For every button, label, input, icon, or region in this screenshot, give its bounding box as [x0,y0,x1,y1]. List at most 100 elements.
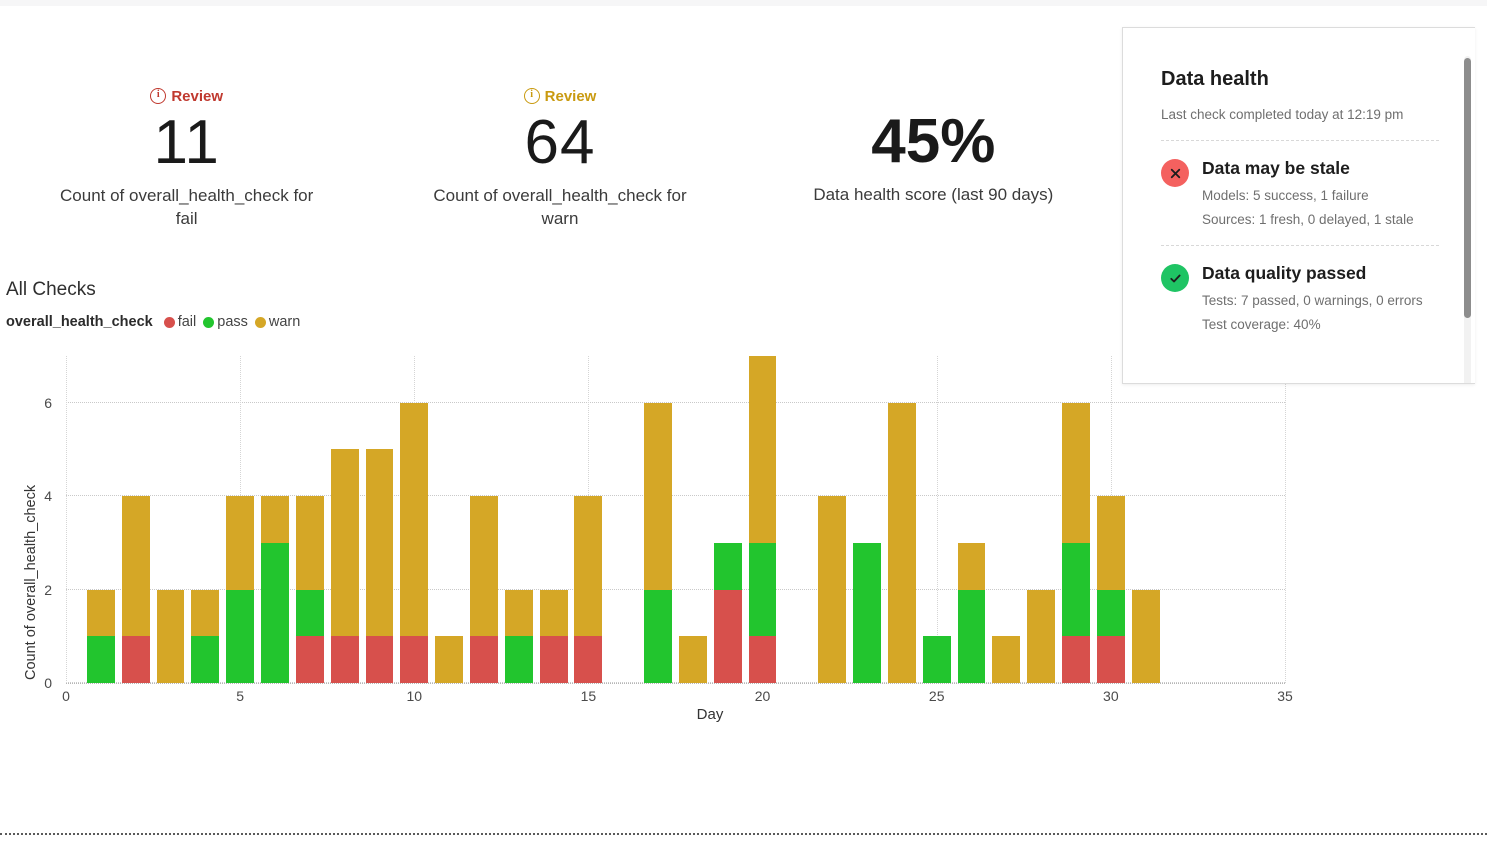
chart-bar[interactable] [86,589,115,683]
bottom-divider [0,833,1487,835]
chart-bar-segment-warn[interactable] [86,589,115,637]
chart-bar[interactable] [644,402,672,683]
chart-bar[interactable] [261,496,289,683]
chart-bar-segment-warn[interactable] [191,589,220,637]
chart-bar-segment-warn[interactable] [1096,496,1125,590]
chart-bar[interactable] [818,496,847,683]
chart-bar-segment-warn[interactable] [887,402,916,683]
chart-bar[interactable] [574,496,603,683]
chart-bar[interactable] [922,636,951,683]
chart-bar-segment-pass[interactable] [957,589,986,683]
chart-bar[interactable] [1027,589,1056,683]
chart-bar-segment-warn[interactable] [957,542,986,590]
chart-bar[interactable] [713,542,742,683]
chart-bar[interactable] [1062,402,1090,683]
chart-bar-segment-fail[interactable] [295,636,324,683]
chart-bar[interactable] [365,449,394,683]
kpi-card-fail[interactable]: i Review 11 Count of overall_health_chec… [0,88,373,263]
kpi-value-fail: 11 [153,108,220,177]
chart-bar-segment-pass[interactable] [86,636,115,683]
chart-bar-segment-pass[interactable] [853,542,881,683]
chart-bar[interactable] [1131,589,1160,683]
legend-item-pass[interactable]: pass [203,314,248,330]
chart-bar-segment-warn[interactable] [261,496,289,543]
chart-bar-segment-pass[interactable] [1096,589,1125,637]
chart-bar-segment-warn[interactable] [678,636,707,683]
chart-bar[interactable] [853,542,881,683]
health-item-line: Models: 5 success, 1 failure [1202,188,1369,203]
chart-bar-segment-warn[interactable] [330,449,359,637]
chart-bar-segment-fail[interactable] [748,636,777,683]
chart-bar[interactable] [330,449,359,683]
chart-bar[interactable] [156,589,185,683]
chart-bar-segment-warn[interactable] [156,589,185,683]
chart-bar[interactable] [470,496,498,683]
chart-bar-segment-warn[interactable] [539,589,568,637]
chart-bar-segment-fail[interactable] [400,636,429,683]
chart-bar-segment-warn[interactable] [1027,589,1056,683]
chart-bar-segment-warn[interactable] [121,496,150,637]
top-band [0,0,1487,6]
kpi-card-warn[interactable]: i Review 64 Count of overall_health_chec… [373,88,746,263]
chart-bar-segment-pass[interactable] [226,589,255,683]
chart-bar-segment-pass[interactable] [644,589,672,683]
chart-bar-segment-fail[interactable] [1096,636,1125,683]
chart-bar[interactable] [295,496,324,683]
chart-bar-segment-fail[interactable] [330,636,359,683]
chart-bar-segment-warn[interactable] [435,636,464,683]
chart-bar-segment-warn[interactable] [1062,402,1090,543]
chart-bar[interactable] [400,402,429,683]
review-badge-label: Review [544,87,597,105]
kpi-label-fail: Count of overall_health_check for fail [60,186,314,229]
chart-bar-segment-fail[interactable] [365,636,394,683]
chart-bar-segment-warn[interactable] [818,496,847,683]
chart-bar-segment-warn[interactable] [400,402,429,637]
chart-bar[interactable] [748,356,777,683]
chart-bar-segment-pass[interactable] [748,542,777,637]
chart-bar-segment-warn[interactable] [644,402,672,590]
review-badge-warn[interactable]: i Review [523,87,597,105]
chart-bar-segment-warn[interactable] [574,496,603,637]
chart-bar[interactable] [121,496,150,683]
chart-bar[interactable] [226,496,255,683]
chart-bar[interactable] [992,636,1021,683]
chart-bar-segment-warn[interactable] [365,449,394,637]
chart-bar[interactable] [504,589,533,683]
chart-bar-segment-warn[interactable] [1131,589,1160,683]
chart-bar-segment-pass[interactable] [1062,542,1090,637]
chart-bar[interactable] [1096,496,1125,683]
chart-bar-segment-fail[interactable] [539,636,568,683]
chart-bar[interactable] [678,636,707,683]
chart-bar[interactable] [435,636,464,683]
chart-bar-segment-fail[interactable] [574,636,603,683]
chart-bar-segment-pass[interactable] [261,542,289,683]
chart-bar-segment-warn[interactable] [226,496,255,590]
chart-bar-segment-fail[interactable] [1062,636,1090,683]
chart-bar-segment-warn[interactable] [748,356,777,543]
legend-item-fail[interactable]: fail [163,314,196,330]
chart-bar-segment-pass[interactable] [713,542,742,590]
chart-bar[interactable] [191,589,220,683]
chart-bar-segment-pass[interactable] [504,636,533,683]
chart-bar-segment-pass[interactable] [295,589,324,637]
chart-bar-segment-warn[interactable] [992,636,1021,683]
legend-item-warn[interactable]: warn [254,314,300,330]
kpi-card-health-score[interactable]: 45% Data health score (last 90 days) [747,88,1120,263]
chart-bar-segment-fail[interactable] [713,589,742,683]
chart-bar[interactable] [957,542,986,683]
health-item-line: Test coverage: 40% [1202,317,1321,332]
chart-bar-segment-fail[interactable] [121,636,150,683]
chart-bar-segment-pass[interactable] [922,636,951,683]
health-item-stale[interactable]: Data may be stale Models: 5 success, 1 f… [1161,158,1439,227]
review-badge-fail[interactable]: i Review [150,88,223,104]
health-item-quality[interactable]: Data quality passed Tests: 7 passed, 0 w… [1161,263,1439,332]
check-circle-icon [1161,264,1189,292]
chart-bar[interactable] [887,402,916,683]
chart-bar-segment-fail[interactable] [470,636,498,683]
chart-bar-segment-warn[interactable] [504,589,533,637]
panel-scrollbar-thumb[interactable] [1464,58,1471,318]
chart-bar-segment-warn[interactable] [295,496,324,590]
chart-bar-segment-pass[interactable] [191,636,220,683]
chart-bar[interactable] [539,589,568,683]
chart-bar-segment-warn[interactable] [470,496,498,637]
